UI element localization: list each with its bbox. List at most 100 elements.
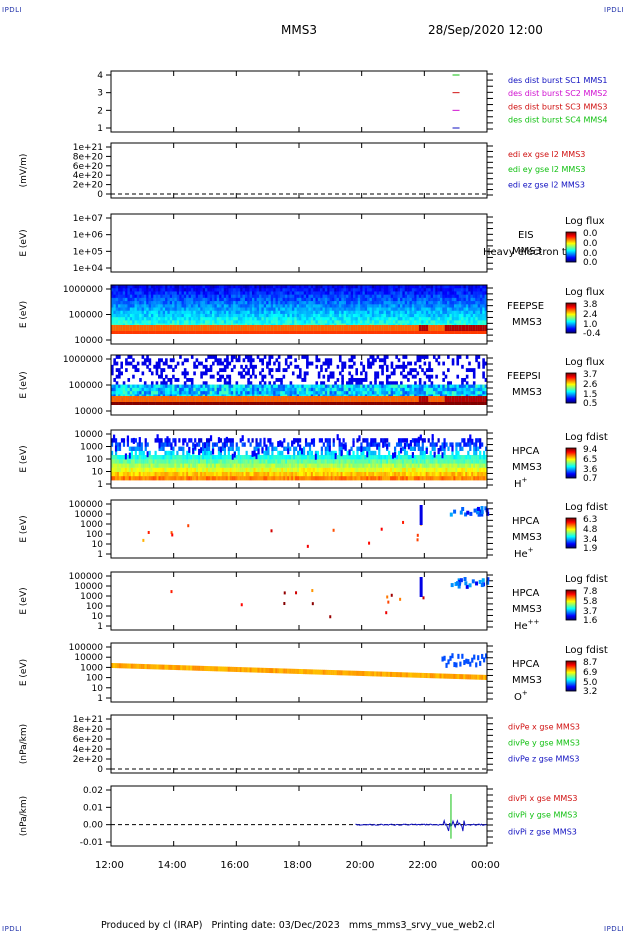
spectrogram-cell — [120, 297, 123, 302]
spectrogram-cell — [418, 387, 422, 392]
spectrogram-cell — [219, 476, 223, 481]
spectrogram-cell — [242, 402, 246, 405]
spectrogram-cell — [194, 467, 197, 472]
spectrogram-cell — [411, 384, 415, 389]
spectrogram-cell — [254, 313, 257, 318]
spectrogram-cell — [482, 297, 485, 302]
spectrogram-cell — [247, 396, 250, 402]
spectrogram-cell — [202, 476, 205, 481]
spectrogram-cell — [155, 325, 159, 331]
spectrogram-cell — [125, 320, 128, 325]
spectrogram-cell — [174, 301, 178, 305]
spectrogram-cell — [188, 450, 191, 456]
spectrogram-cell — [261, 396, 264, 402]
spectrogram-cell — [226, 325, 229, 331]
spectrogram-cell — [261, 361, 264, 366]
spectrogram-cell — [468, 320, 471, 325]
spectrogram-cell — [369, 391, 373, 396]
spectrogram-cell — [174, 402, 178, 405]
spectrogram-cell — [451, 358, 455, 363]
spectrogram-cell — [324, 313, 328, 318]
spectrogram-cell — [125, 391, 128, 396]
spectrogram-cell — [247, 307, 250, 312]
spectrogram-cell — [423, 384, 427, 389]
spectrogram-cell — [442, 301, 445, 305]
spectrogram-cell — [435, 307, 438, 312]
spectrogram-cell — [261, 294, 264, 299]
spectrogram-cell — [454, 304, 457, 309]
spectrogram-cell — [176, 291, 180, 296]
spectrogram-cell — [120, 285, 123, 289]
spectrogram-cell — [451, 396, 455, 402]
spectrogram-cell — [320, 310, 323, 315]
spectrogram-cell — [174, 285, 178, 289]
spectrogram-cell — [291, 288, 295, 293]
spectrogram-cell — [166, 442, 169, 447]
spacecraft-label: MMS3 — [512, 246, 542, 257]
spectrogram-cell — [115, 384, 119, 389]
spectrogram-cell — [183, 381, 187, 386]
spectrogram-cell — [414, 313, 417, 318]
spectrogram-cell — [428, 325, 431, 331]
spectrogram-cell — [213, 463, 217, 468]
spectrogram-cell — [320, 291, 323, 296]
spectrogram-cell — [367, 320, 370, 325]
spectrogram-cell — [308, 384, 311, 389]
spectrogram-cell — [216, 301, 220, 305]
spectrogram-cell — [205, 396, 208, 402]
spectrogram-cell — [407, 396, 410, 402]
spectrogram-cell — [153, 297, 156, 302]
spectrogram-cell — [331, 325, 335, 331]
spectrogram-cell — [463, 288, 467, 293]
spectrogram-cell — [348, 285, 351, 289]
spectrogram-cell — [158, 358, 161, 363]
spectrogram-cell — [183, 320, 187, 325]
spectrogram-cell — [362, 396, 366, 402]
datetime-title: 28/Sep/2020 12:00 — [428, 23, 543, 37]
spectrogram-cell — [364, 371, 368, 376]
spectrogram-cell — [167, 310, 170, 315]
spectrogram-cell — [136, 310, 140, 315]
spectrogram-cell — [477, 387, 481, 392]
spectrogram-cell — [437, 288, 441, 293]
spectrogram-cell — [125, 288, 128, 293]
spectrogram-cell — [226, 396, 229, 402]
spectrogram-cell — [287, 304, 290, 309]
spectrogram-cell — [468, 331, 471, 334]
spectrogram-cell — [128, 463, 132, 468]
spectrogram-cell — [472, 384, 476, 389]
spectrogram-cell — [324, 288, 328, 293]
spectrogram-cell — [336, 301, 340, 305]
spectrogram-cell — [114, 459, 118, 464]
spectrogram-cell — [338, 325, 342, 331]
spectrogram-cell — [122, 288, 126, 293]
spectrogram-cell — [226, 288, 229, 293]
spectrogram-cell — [310, 361, 314, 366]
spectrogram-cell — [320, 364, 323, 369]
spectrogram-cell — [240, 304, 243, 309]
spectrogram-cell — [215, 463, 219, 468]
spectrogram-cell — [280, 384, 283, 389]
spectrogram-cell — [313, 297, 316, 302]
spectrogram-cell — [282, 387, 286, 392]
spectrogram-cell — [315, 285, 319, 289]
spectrogram-cell — [432, 396, 436, 402]
spectrogram-cell — [313, 396, 316, 402]
spectrogram-cell — [421, 402, 424, 405]
spectrogram-cell — [444, 310, 448, 315]
spectrogram-cell — [196, 459, 199, 464]
spectrogram-cell — [477, 364, 481, 369]
spectrogram-cell — [141, 325, 145, 331]
colorbar-cell — [566, 313, 576, 315]
spectrogram-cell — [150, 285, 154, 289]
spectrogram-cell — [244, 291, 248, 296]
colorbar-cell — [566, 238, 576, 240]
spectrogram-cell — [111, 325, 114, 331]
spectrogram-cell — [458, 331, 462, 334]
spectrogram-cell — [256, 320, 260, 325]
spectrogram-cell — [472, 310, 476, 315]
spectrogram-cell — [402, 297, 405, 302]
spectrogram-cell — [425, 297, 429, 302]
spectrogram-cell — [136, 313, 140, 318]
spectrogram-cell — [259, 307, 262, 312]
